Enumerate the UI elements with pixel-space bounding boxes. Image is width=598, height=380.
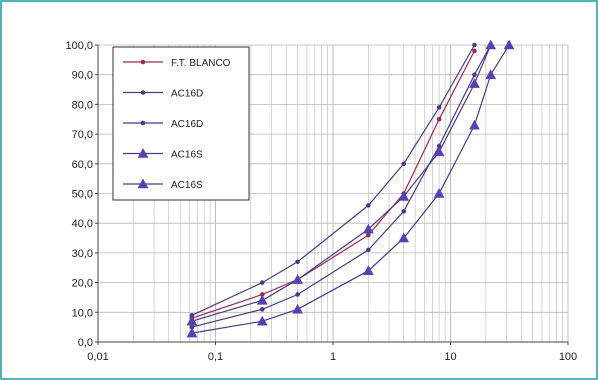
data-point — [259, 292, 265, 297]
data-point — [295, 259, 300, 265]
data-point — [436, 105, 442, 110]
y-tick-label: 40,0 — [72, 218, 93, 230]
legend-label: F.T. BLANCO — [171, 58, 231, 69]
data-point — [362, 223, 374, 234]
data-point — [469, 78, 480, 88]
data-point — [401, 209, 407, 214]
data-point — [366, 232, 371, 238]
legend-label: AC16S — [171, 180, 203, 191]
x-tick-label: 10 — [444, 351, 456, 363]
data-point — [189, 324, 195, 330]
data-point — [259, 307, 265, 312]
data-point — [436, 143, 442, 149]
y-tick-label: 100,0 — [65, 40, 93, 52]
data-point — [472, 48, 477, 54]
legend-swatch-marker — [137, 178, 149, 189]
data-point — [433, 146, 445, 157]
legend-swatch-marker — [140, 59, 146, 65]
legend-label: AC16S — [171, 150, 203, 161]
legend-swatch-marker — [140, 120, 146, 126]
data-point — [398, 232, 410, 243]
data-point — [256, 315, 268, 326]
data-point — [398, 190, 410, 201]
data-point — [485, 39, 497, 50]
data-point — [295, 292, 300, 297]
data-point — [256, 294, 268, 305]
data-point — [503, 39, 515, 50]
data-point — [433, 187, 445, 198]
y-tick-label: 10,0 — [72, 307, 93, 319]
data-point — [292, 303, 304, 314]
y-tick-label: 30,0 — [72, 248, 93, 260]
y-tick-label: 70,0 — [72, 129, 93, 141]
data-point — [186, 327, 198, 338]
data-point — [401, 161, 407, 167]
x-tick-label: 0,01 — [87, 351, 108, 363]
legend-swatch-marker — [137, 147, 149, 158]
series-line — [191, 44, 492, 322]
legend-swatch-marker — [140, 90, 146, 95]
series-line — [191, 44, 492, 328]
x-tick-label: 1 — [330, 351, 336, 363]
legend-label: AC16D — [171, 89, 203, 100]
y-tick-label: 90,0 — [72, 70, 93, 82]
y-tick-label: 20,0 — [72, 278, 93, 290]
data-point — [472, 42, 477, 48]
y-tick-label: 50,0 — [72, 189, 93, 201]
data-point — [472, 72, 477, 77]
x-tick-label: 100 — [559, 351, 577, 363]
y-tick-label: 0,0 — [78, 337, 93, 349]
data-point — [366, 247, 371, 253]
legend-label: AC16D — [171, 119, 203, 130]
data-point — [362, 265, 374, 275]
y-tick-label: 60,0 — [72, 159, 93, 171]
data-point — [189, 312, 195, 318]
data-point — [259, 280, 265, 285]
data-point — [186, 315, 198, 326]
data-point — [436, 116, 442, 122]
data-point — [366, 203, 371, 208]
data-point — [469, 119, 480, 130]
legend-box — [112, 46, 250, 201]
y-tick-label: 80,0 — [72, 99, 93, 111]
x-tick-label: 0,1 — [208, 351, 223, 363]
data-point — [292, 274, 304, 284]
data-point — [485, 69, 497, 79]
